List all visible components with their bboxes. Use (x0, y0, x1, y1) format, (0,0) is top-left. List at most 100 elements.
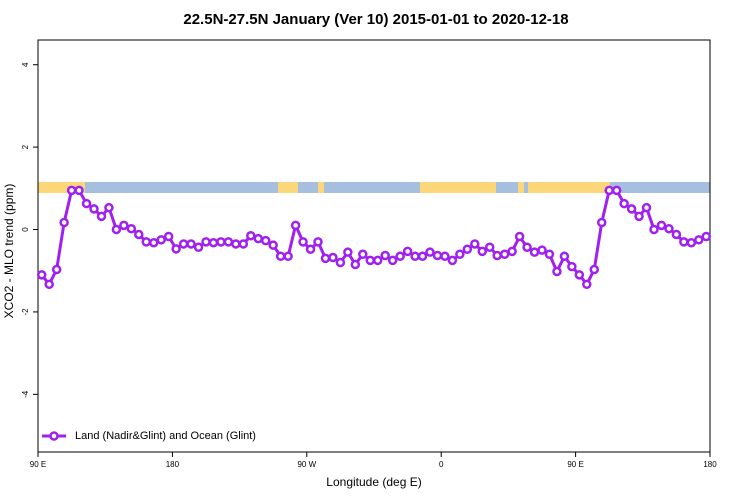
point (201, 237, 211, 247)
point (387, 255, 398, 266)
point (470, 239, 480, 249)
y-tick-label: -4 (21, 390, 30, 398)
point (380, 250, 390, 261)
point (664, 223, 674, 234)
point (208, 237, 219, 248)
point (231, 239, 241, 249)
point (559, 251, 570, 262)
land-segment (518, 182, 524, 193)
point (455, 249, 465, 259)
x-tick-label: 90 E (30, 460, 46, 469)
point (604, 185, 614, 196)
point (447, 255, 458, 266)
point (567, 261, 577, 272)
point (134, 229, 144, 240)
point (313, 237, 323, 247)
x-tick-label: 90 E (567, 460, 583, 469)
ocean-strip (38, 182, 710, 193)
point (574, 270, 585, 280)
point (193, 242, 204, 252)
y-tick-label: 0 (21, 227, 30, 232)
point (649, 224, 659, 235)
point (126, 223, 137, 234)
point (178, 239, 189, 249)
point (89, 204, 99, 214)
plot-frame (37, 39, 711, 453)
y-tick-label: 2 (21, 144, 30, 149)
point (320, 253, 331, 264)
legend-marker (49, 431, 59, 441)
point (679, 237, 689, 247)
point (410, 251, 420, 262)
y-tick-label: -2 (21, 308, 30, 316)
point (417, 251, 428, 262)
point (186, 239, 196, 249)
point (328, 252, 338, 263)
point (552, 266, 562, 277)
point (499, 249, 510, 259)
point (626, 204, 637, 214)
point (671, 229, 682, 240)
point (462, 244, 473, 255)
point (44, 279, 54, 290)
point (246, 230, 256, 241)
point (372, 255, 383, 266)
point (656, 220, 667, 231)
point (253, 233, 264, 244)
point (74, 185, 84, 196)
point (148, 237, 159, 248)
point (395, 251, 405, 262)
point (66, 185, 77, 196)
point (343, 247, 353, 257)
point (477, 246, 488, 257)
point (298, 237, 308, 247)
point (81, 198, 92, 209)
point (425, 247, 435, 257)
point (335, 257, 346, 268)
point (268, 240, 278, 250)
x-tick-label: 90 W (297, 460, 316, 469)
land-segment (528, 182, 610, 193)
land-ocean-strip (38, 182, 710, 193)
point (514, 231, 525, 242)
point (507, 246, 517, 257)
point (686, 237, 697, 248)
point (96, 211, 107, 222)
point (51, 264, 62, 275)
point (305, 244, 316, 255)
point (694, 235, 704, 245)
point (216, 237, 226, 247)
point (350, 259, 361, 270)
x-tick-label: 180 (703, 460, 717, 469)
point (111, 224, 122, 235)
point (365, 255, 376, 266)
point (290, 220, 301, 231)
point (171, 244, 181, 254)
legend-label: Land (Nadir&Glint) and Ocean (Glint) (75, 430, 256, 442)
point (156, 235, 166, 245)
x-tick-label: 0 (439, 460, 444, 469)
point (59, 217, 69, 228)
land-segment (38, 182, 85, 193)
point (104, 202, 114, 213)
land-segment (318, 182, 324, 193)
y-tick-label: 4 (21, 62, 30, 67)
point (275, 251, 286, 262)
point (529, 247, 540, 257)
point (589, 264, 600, 275)
point (634, 211, 644, 222)
point (402, 246, 413, 257)
point (223, 237, 234, 247)
point (283, 251, 293, 262)
point (544, 249, 555, 259)
x-tick-label: 180 (166, 460, 180, 469)
point (611, 185, 622, 196)
point (440, 251, 450, 262)
point (163, 231, 174, 242)
point (260, 235, 271, 246)
land-segment (420, 182, 496, 193)
point (432, 250, 443, 261)
point (701, 231, 712, 242)
chart-title: 22.5N-27.5N January (Ver 10) 2015-01-01 … (183, 11, 568, 28)
